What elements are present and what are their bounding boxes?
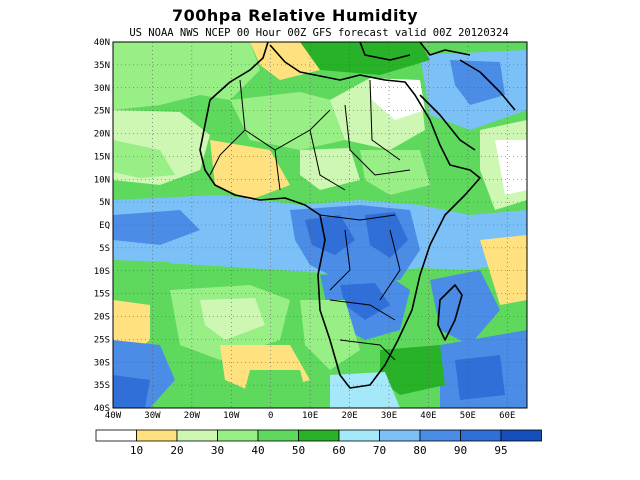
longitude-label: 20W xyxy=(184,411,201,421)
legend-label: 50 xyxy=(292,444,305,457)
legend-label: 10 xyxy=(130,444,143,457)
legend-label: 70 xyxy=(373,444,386,457)
latitude-label: 35N xyxy=(94,61,110,71)
latitude-label: 15S xyxy=(94,290,110,300)
map-subtitle: US NOAA NWS NCEP 00 Hour 00Z GFS forecas… xyxy=(129,27,509,39)
legend-swatch xyxy=(136,429,178,442)
longitude-label: 40E xyxy=(420,411,436,421)
latitude-label: 30N xyxy=(94,84,110,94)
latitude-label: 5N xyxy=(99,198,110,208)
latitude-label: EQ xyxy=(99,221,110,231)
humidity-field xyxy=(113,42,527,408)
legend-swatch xyxy=(95,429,137,442)
legend-label: 20 xyxy=(170,444,183,457)
latitude-label: 35S xyxy=(94,381,110,391)
legend-swatch xyxy=(500,429,542,442)
latitude-label: 20N xyxy=(94,130,110,140)
legend-label: 60 xyxy=(332,444,345,457)
latitude-label: 30S xyxy=(94,358,110,368)
legend-label: 30 xyxy=(211,444,224,457)
legend-swatch xyxy=(460,429,502,442)
legend-label: 95 xyxy=(494,444,507,457)
legend-swatch xyxy=(379,429,421,442)
longitude-labels: 40W 30W 20W 10W 0 10E 20E 30E 40E 50E 60E xyxy=(105,411,516,421)
longitude-label: 10E xyxy=(302,411,318,421)
longitude-label: 30E xyxy=(381,411,397,421)
coastlines xyxy=(199,42,516,389)
latitude-label: 25S xyxy=(94,335,110,345)
map-frame xyxy=(112,41,528,409)
legend-swatch xyxy=(176,429,218,442)
latitude-label: 25N xyxy=(94,107,110,117)
latitude-label: 40N xyxy=(94,38,110,48)
map-gridlines xyxy=(113,42,527,408)
legend-label: 80 xyxy=(413,444,426,457)
legend-label: 90 xyxy=(454,444,467,457)
legend-swatch xyxy=(217,429,259,442)
latitude-label: 15N xyxy=(94,152,110,162)
longitude-label: 50E xyxy=(460,411,476,421)
latitude-label: 10N xyxy=(94,175,110,185)
map-title: 700hpa Relative Humidity xyxy=(172,6,418,25)
legend-swatch xyxy=(419,429,461,442)
legend-swatch xyxy=(257,429,299,442)
latitude-label: 40S xyxy=(94,404,110,414)
legend-label: 40 xyxy=(251,444,264,457)
latitude-label: 20S xyxy=(94,313,110,323)
latitude-label: 10S xyxy=(94,267,110,277)
legend-swatch xyxy=(338,429,380,442)
longitude-label: 60E xyxy=(499,411,515,421)
country-borders xyxy=(209,79,411,361)
longitude-label: 20E xyxy=(341,411,357,421)
latitude-label: 5S xyxy=(99,244,110,254)
longitude-label: 30W xyxy=(144,411,161,421)
longitude-label: 0 xyxy=(268,411,273,421)
latitude-labels: 40N 35N 30N 25N 20N 15N 10N 5N EQ 5S 10S 15S 20S 25S 3… xyxy=(94,38,110,414)
legend-swatch xyxy=(298,429,340,442)
longitude-label: 10W xyxy=(223,411,240,421)
longitude-label: 40W xyxy=(105,411,122,421)
